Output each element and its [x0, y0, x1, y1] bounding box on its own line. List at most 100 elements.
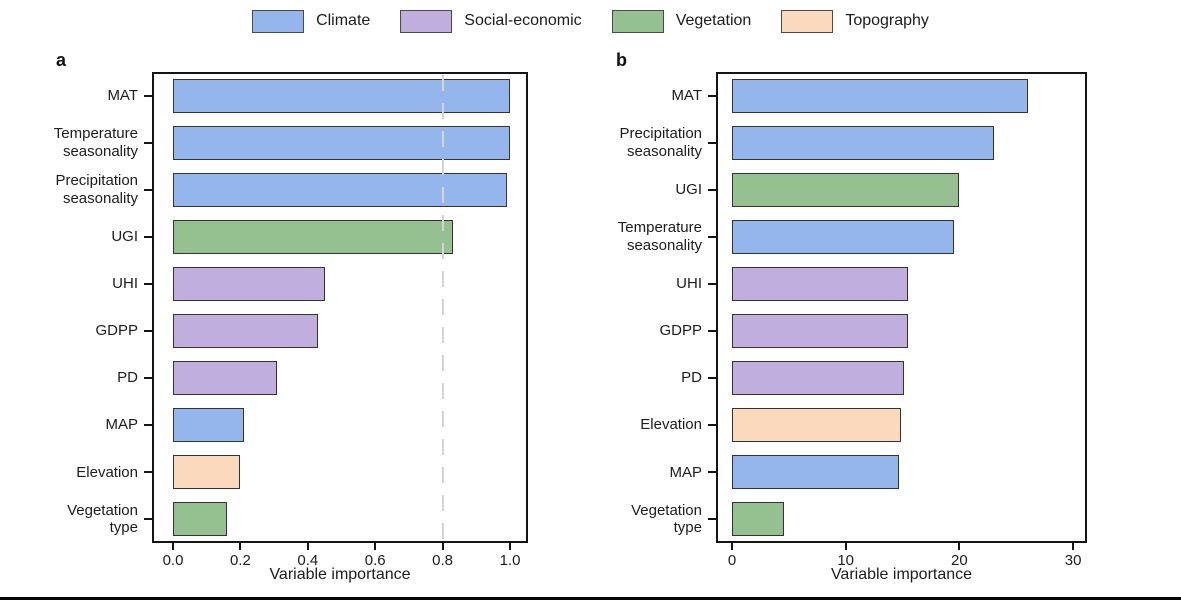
y-label-b-uhi: UHI [676, 275, 702, 293]
legend-item-topography: Topography [781, 9, 929, 33]
legend-label: Vegetation [675, 12, 752, 29]
legend-item-vegetation: Vegetation [611, 9, 752, 33]
legend-swatch-social-economic [400, 9, 453, 33]
y-label-b-mat: MAT [671, 86, 702, 104]
legend-swatch-climate [252, 9, 305, 33]
x-tick-label-a-1.0: 1.0 [499, 552, 521, 569]
y-tick-b-mat [708, 94, 716, 97]
x-tick-a-0.4 [306, 543, 309, 550]
bar-a-temperature-seasonality [173, 125, 510, 160]
y-tick-b-uhi [708, 282, 716, 285]
legend-label: Climate [316, 12, 371, 29]
bar-a-mat [173, 78, 510, 113]
panel-label-b: b [616, 50, 627, 70]
legend-item-climate: Climate [252, 9, 371, 33]
x-tick-label-a-0.4: 0.4 [297, 552, 319, 569]
bar-a-vegetation-type [173, 502, 227, 537]
y-label-b-gdpp: GDPP [659, 322, 702, 340]
y-tick-b-pd [708, 377, 716, 380]
y-tick-a-vegetation-type [144, 518, 152, 521]
x-tick-label-b-0: 0 [727, 552, 737, 569]
bar-b-mat [732, 78, 1028, 113]
y-label-b-precipitation-seasonality: Precipitation seasonality [619, 124, 702, 160]
y-label-a-map: MAP [105, 416, 138, 434]
x-tick-b-10 [844, 543, 847, 550]
x-tick-b-20 [958, 543, 961, 550]
bar-a-precipitation-seasonality [173, 172, 507, 207]
bar-b-ugi [732, 172, 960, 207]
legend: Climate Social-economic Vegetation Topograp… [0, 5, 1181, 37]
legend-swatch-topography [781, 9, 834, 33]
bottom-rule [0, 597, 1181, 600]
y-label-b-pd: PD [681, 369, 702, 387]
y-label-a-uhi: UHI [112, 275, 138, 293]
y-tick-b-precipitation-seasonality [708, 141, 716, 144]
bar-b-temperature-seasonality [732, 219, 954, 254]
legend-label: Topography [845, 12, 929, 29]
legend-item-social-economic: Social-economic [400, 9, 582, 33]
x-tick-label-a-0.8: 0.8 [432, 552, 454, 569]
bar-b-pd [732, 361, 904, 396]
y-tick-a-elevation [144, 471, 152, 474]
bar-a-map [173, 408, 244, 443]
x-tick-label-a-0.0: 0.0 [162, 552, 184, 569]
y-tick-a-ugi [144, 235, 152, 238]
y-tick-b-vegetation-type [708, 518, 716, 521]
y-tick-a-pd [144, 377, 152, 380]
x-tick-label-a-0.6: 0.6 [364, 552, 386, 569]
x-tick-a-1.0 [509, 543, 511, 550]
x-tick-label-b-30: 30 [1064, 552, 1082, 569]
legend-label: Social-economic [464, 12, 582, 29]
x-tick-label-b-20: 20 [951, 552, 968, 569]
bar-a-ugi [173, 219, 453, 254]
x-tick-label-a-0.2: 0.2 [229, 552, 251, 569]
bar-b-gdpp [732, 314, 909, 349]
panel-label-a: a [56, 50, 67, 70]
bar-a-pd [173, 361, 278, 396]
x-axis-title-a: Variable importance [269, 566, 411, 583]
bar-a-gdpp [173, 314, 318, 349]
y-label-b-elevation: Elevation [640, 416, 702, 434]
bar-b-vegetation-type [732, 502, 785, 537]
y-label-a-elevation: Elevation [76, 463, 138, 481]
y-label-a-ugi: UGI [111, 228, 138, 245]
y-tick-b-map [708, 471, 716, 474]
y-label-b-vegetation-type: Vegetation type [631, 501, 702, 537]
y-tick-b-ugi [708, 188, 716, 191]
y-tick-b-gdpp [708, 330, 716, 333]
y-label-b-ugi: UGI [675, 180, 702, 198]
y-label-a-pd: PD [117, 369, 138, 387]
bar-b-map [732, 455, 900, 490]
y-tick-b-elevation [708, 424, 716, 427]
y-tick-a-gdpp [144, 330, 152, 333]
y-tick-a-precipitation-seasonality [144, 188, 152, 191]
y-label-a-temperature-seasonality: Temperature seasonality [53, 124, 138, 160]
y-label-a-gdpp: GDPP [95, 322, 138, 340]
x-tick-a-0.0 [172, 543, 174, 550]
reference-line-a [441, 75, 444, 540]
y-label-a-mat: MAT [107, 86, 138, 104]
bar-b-precipitation-seasonality [732, 125, 994, 160]
x-tick-label-b-10: 10 [837, 552, 855, 569]
x-tick-b-30 [1072, 543, 1075, 550]
bar-a-uhi [173, 266, 325, 301]
y-tick-b-temperature-seasonality [708, 235, 716, 238]
legend-swatch-vegetation [611, 9, 664, 33]
x-tick-a-0.6 [374, 543, 377, 550]
y-label-b-map: MAP [669, 463, 702, 481]
bar-b-elevation [732, 408, 902, 443]
y-tick-a-uhi [144, 282, 152, 285]
y-tick-a-temperature-seasonality [144, 141, 152, 144]
x-tick-a-0.8 [441, 543, 444, 550]
y-label-a-precipitation-seasonality: Precipitation seasonality [55, 172, 138, 207]
y-tick-a-map [144, 424, 152, 427]
y-label-a-vegetation-type: Vegetation type [67, 501, 138, 537]
bar-a-elevation [173, 455, 241, 490]
x-axis-title-b: Variable importance [830, 566, 973, 583]
y-tick-a-mat [144, 94, 152, 97]
x-tick-b-0 [731, 543, 733, 550]
bar-b-uhi [732, 266, 909, 301]
y-label-b-temperature-seasonality: Temperature seasonality [617, 219, 702, 254]
x-tick-a-0.2 [239, 543, 242, 550]
